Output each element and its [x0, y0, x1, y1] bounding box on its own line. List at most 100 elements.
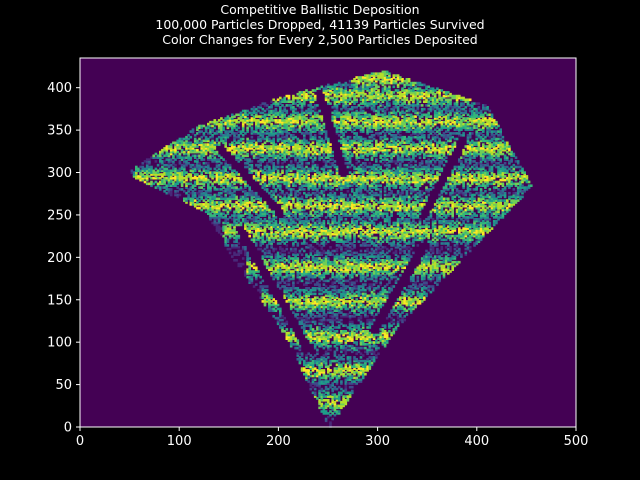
particle — [396, 242, 400, 245]
particle — [316, 341, 319, 344]
particle — [259, 212, 262, 215]
particle — [486, 212, 489, 215]
particle — [390, 287, 393, 290]
particle — [414, 203, 417, 206]
particle — [305, 242, 308, 245]
particle — [438, 214, 441, 217]
particle — [366, 350, 369, 354]
particle — [331, 300, 334, 303]
particle — [265, 251, 269, 255]
particle — [490, 201, 494, 204]
particle — [298, 346, 302, 350]
particle — [455, 193, 459, 197]
particle — [289, 197, 293, 201]
particle — [442, 201, 446, 204]
particle — [375, 303, 378, 307]
particle — [289, 212, 293, 215]
particle — [340, 264, 343, 268]
particle — [462, 236, 465, 240]
particle — [423, 255, 426, 258]
particle — [281, 223, 284, 227]
particle — [364, 234, 367, 238]
particle — [368, 197, 372, 201]
particle — [296, 197, 300, 201]
particle — [399, 318, 402, 322]
particle — [274, 247, 278, 251]
particle — [464, 204, 468, 208]
particle — [449, 247, 452, 251]
particle — [451, 204, 454, 208]
particle — [368, 255, 372, 258]
particle — [309, 387, 313, 391]
particle — [287, 331, 291, 335]
particle — [368, 232, 372, 236]
particle — [394, 203, 398, 206]
particle — [477, 199, 481, 202]
particle — [292, 244, 295, 247]
particle — [255, 225, 258, 228]
particle — [366, 253, 369, 256]
particle — [318, 221, 321, 225]
particle — [488, 203, 492, 206]
particle — [298, 221, 302, 225]
particle — [442, 272, 446, 275]
particle — [316, 214, 319, 217]
particle — [294, 251, 297, 255]
particle — [375, 249, 378, 253]
particle — [359, 262, 363, 266]
particle — [416, 199, 420, 202]
particle — [427, 260, 430, 264]
particle — [337, 406, 341, 410]
particle — [337, 219, 341, 223]
particle — [313, 296, 317, 299]
particle — [307, 229, 310, 232]
particle — [355, 214, 358, 217]
particle — [303, 270, 306, 273]
particle — [331, 221, 334, 225]
particle — [346, 292, 350, 296]
particle — [357, 218, 361, 221]
particle — [364, 214, 367, 217]
particle — [309, 303, 313, 307]
particle — [331, 387, 334, 391]
particle — [320, 277, 324, 281]
particle — [433, 231, 437, 234]
particle — [313, 387, 317, 391]
particle — [303, 305, 306, 309]
particle — [333, 374, 337, 378]
particle — [237, 216, 241, 219]
particle — [307, 260, 310, 264]
particle — [372, 212, 376, 215]
particle — [305, 272, 308, 275]
particle — [340, 292, 343, 296]
particle — [274, 253, 278, 256]
particle — [316, 253, 319, 256]
particle — [431, 249, 435, 253]
particle — [473, 242, 476, 245]
particle — [237, 206, 241, 210]
particle — [337, 232, 341, 236]
particle — [292, 294, 295, 298]
particle — [381, 201, 385, 204]
particle — [316, 223, 319, 227]
particle — [427, 277, 430, 281]
particle — [405, 195, 409, 199]
particle — [289, 274, 293, 277]
particle — [322, 262, 326, 266]
particle — [329, 294, 332, 298]
particle — [366, 229, 369, 232]
particle — [429, 285, 433, 288]
particle — [340, 260, 343, 264]
particle — [403, 259, 406, 262]
particle — [231, 195, 234, 199]
particle — [318, 270, 321, 273]
particle — [311, 259, 315, 262]
particle — [399, 307, 402, 311]
particle — [497, 204, 500, 208]
particle — [257, 223, 260, 227]
particle — [368, 225, 372, 228]
particle — [296, 223, 300, 227]
particle — [329, 326, 332, 329]
particle — [285, 204, 289, 208]
particle — [473, 232, 476, 236]
